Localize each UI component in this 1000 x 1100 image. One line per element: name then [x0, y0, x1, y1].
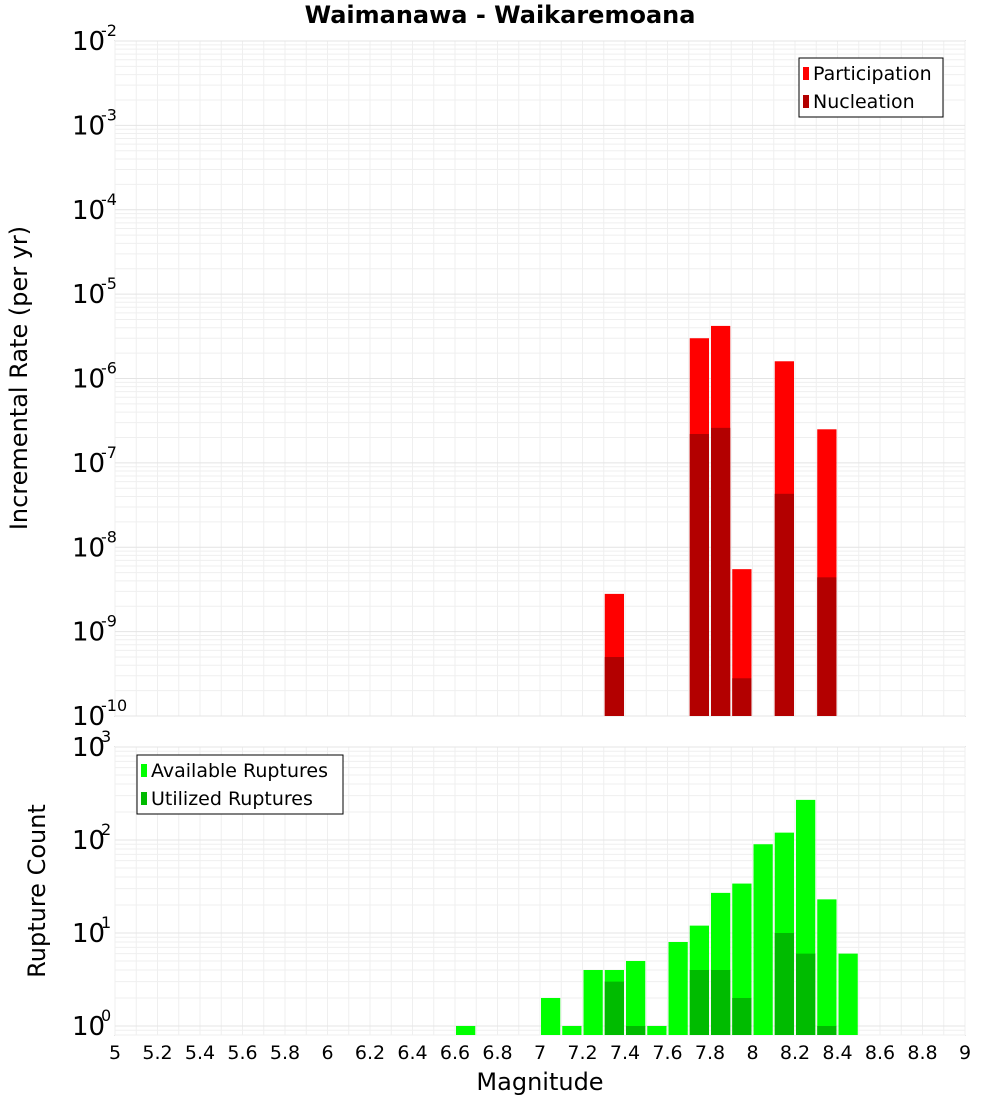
x-tick-label: 5.6 — [227, 1042, 257, 1064]
x-axis-label: Magnitude — [476, 1068, 603, 1096]
rate-bar-nucleation — [817, 577, 837, 716]
legend-label: Available Ruptures — [151, 760, 328, 782]
x-tick-label: 7 — [534, 1042, 546, 1064]
x-tick-labels: 5 5.2 5.4 5.6 5.8 6 6.2 6.4 6.6 6.8 7 7.2 7.4 7.6 7.8 8… — [109, 1042, 971, 1064]
y-tick-exponent: -9 — [101, 612, 117, 631]
rate-bar-nucleation — [774, 493, 794, 716]
rate-panel: 10-210-310-410-510-610-710-810-910-10 In… — [5, 21, 966, 732]
x-tick-label: 8.4 — [822, 1042, 852, 1064]
x-tick-label: 8.8 — [907, 1042, 937, 1064]
x-tick-label: 8 — [746, 1042, 758, 1064]
y-tick-exponent: -5 — [101, 274, 117, 293]
y-tick-label: 10 — [72, 365, 105, 395]
y-tick-label: 10 — [72, 618, 105, 648]
y-tick-label: 10 — [72, 1012, 105, 1042]
legend-box — [798, 57, 944, 118]
legend-box — [136, 754, 344, 815]
x-tick-label: 6.8 — [482, 1042, 512, 1064]
count-bar-available-ruptures — [647, 1025, 667, 1035]
legend-swatch — [803, 67, 809, 80]
x-tick-label: 6.2 — [355, 1042, 385, 1064]
y-tick-exponent: -4 — [101, 190, 117, 209]
rate-bar-nucleation — [732, 678, 752, 716]
y-tick-exponent: 0 — [101, 1006, 111, 1025]
count-legend: Available Ruptures Utilized Ruptures — [136, 754, 344, 815]
rate-bar-nucleation — [604, 657, 624, 716]
count-bar-available-ruptures — [541, 997, 561, 1035]
rate-bar-nucleation — [689, 433, 709, 716]
count-bar-utilized-ruptures — [604, 981, 624, 1035]
count-bars — [456, 799, 858, 1035]
count-bar-available-ruptures — [456, 1025, 476, 1035]
x-tick-label: 6.6 — [440, 1042, 470, 1064]
count-bar-available-ruptures — [583, 969, 603, 1035]
y-tick-label: 10 — [72, 449, 105, 479]
legend-label: Nucleation — [813, 91, 915, 113]
rate-grid — [114, 40, 966, 717]
x-tick-label: 7.2 — [567, 1042, 597, 1064]
count-bar-utilized-ruptures — [626, 1025, 646, 1035]
rate-legend: Participation Nucleation — [798, 57, 944, 118]
count-bar-available-ruptures — [817, 899, 837, 1035]
y-tick-exponent: 3 — [101, 727, 111, 746]
y-tick-label: 10 — [72, 533, 105, 563]
chart-title: Waimanawa - Waikaremoana — [305, 1, 696, 29]
y-tick-label: 10 — [72, 733, 105, 763]
x-tick-label: 5.4 — [185, 1042, 215, 1064]
x-tick-label: 8.2 — [780, 1042, 810, 1064]
x-tick-label: 6.4 — [397, 1042, 427, 1064]
count-bar-available-ruptures — [668, 942, 688, 1035]
x-tick-label: 7.6 — [652, 1042, 682, 1064]
rate-y-axis-label: Incremental Rate (per yr) — [5, 226, 33, 530]
count-y-axis-label: Rupture Count — [23, 804, 51, 978]
y-tick-label: 10 — [72, 826, 105, 856]
count-bar-available-ruptures — [562, 1025, 582, 1035]
y-tick-exponent: -2 — [101, 21, 117, 40]
count-bar-utilized-ruptures — [689, 969, 709, 1035]
count-bar-available-ruptures — [626, 960, 646, 1035]
count-bar-available-ruptures — [732, 883, 752, 1035]
y-tick-exponent: 1 — [101, 913, 111, 932]
y-tick-label: 10 — [72, 27, 105, 57]
count-bar-utilized-ruptures — [817, 1025, 837, 1035]
count-bar-available-ruptures — [753, 844, 773, 1035]
x-tick-label: 6 — [321, 1042, 333, 1064]
x-tick-label: 9 — [959, 1042, 971, 1064]
x-tick-label: 5.8 — [270, 1042, 300, 1064]
legend-swatch — [141, 792, 147, 805]
rate-y-ticks: 10-210-310-410-510-610-710-810-910-10 — [72, 21, 127, 732]
y-tick-label: 10 — [72, 280, 105, 310]
count-bar-available-ruptures — [838, 953, 858, 1035]
y-tick-label: 10 — [72, 919, 105, 949]
x-tick-label: 5.2 — [142, 1042, 172, 1064]
y-tick-exponent: 2 — [101, 820, 111, 839]
y-tick-exponent: -10 — [101, 696, 127, 715]
legend-label: Utilized Ruptures — [151, 788, 313, 810]
legend-label: Participation — [813, 63, 932, 85]
x-tick-label: 8.6 — [865, 1042, 895, 1064]
count-bar-utilized-ruptures — [711, 969, 731, 1035]
y-tick-exponent: -3 — [101, 105, 117, 124]
rate-bars — [604, 325, 837, 716]
y-tick-exponent: -6 — [101, 359, 117, 378]
y-tick-label: 10 — [72, 111, 105, 141]
legend-swatch — [803, 95, 809, 108]
count-bar-utilized-ruptures — [732, 997, 752, 1035]
x-tick-label: 5 — [109, 1042, 121, 1064]
y-tick-exponent: -7 — [101, 443, 117, 462]
count-bar-utilized-ruptures — [774, 932, 794, 1035]
y-tick-exponent: -8 — [101, 527, 117, 546]
y-tick-label: 10 — [72, 702, 105, 732]
x-tick-label: 7.4 — [610, 1042, 640, 1064]
legend-swatch — [141, 764, 147, 777]
x-tick-label: 7.8 — [695, 1042, 725, 1064]
count-bar-utilized-ruptures — [796, 953, 816, 1035]
y-tick-label: 10 — [72, 196, 105, 226]
rate-bar-nucleation — [711, 427, 731, 716]
